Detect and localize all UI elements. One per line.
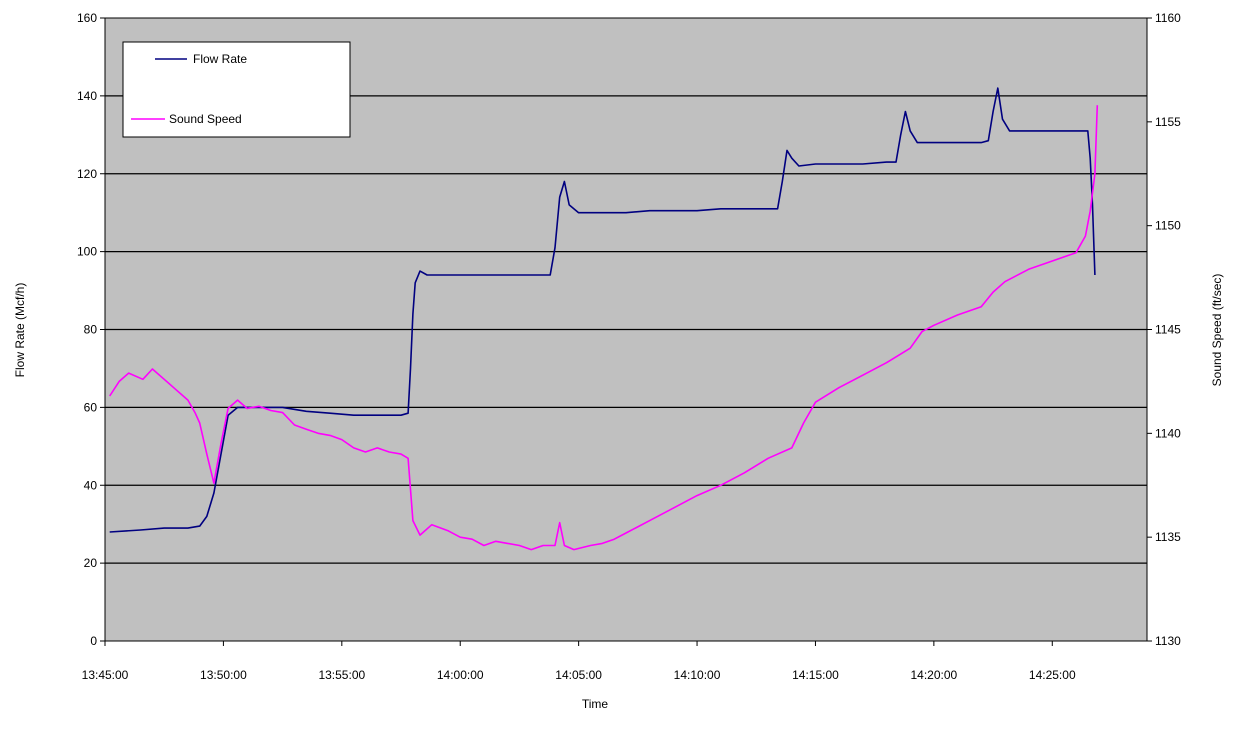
x-tick-label: 14:15:00: [792, 668, 839, 682]
left-tick-label: 140: [77, 89, 97, 103]
x-tick-label: 14:10:00: [674, 668, 721, 682]
x-tick-label: 14:20:00: [911, 668, 958, 682]
x-tick-label: 14:00:00: [437, 668, 484, 682]
x-tick-label: 13:50:00: [200, 668, 247, 682]
left-tick-label: 120: [77, 167, 97, 181]
x-tick-label: 14:25:00: [1029, 668, 1076, 682]
right-tick-label: 1150: [1155, 219, 1181, 233]
legend-label-sound-speed: Sound Speed: [169, 112, 242, 126]
gridlines: [105, 95, 1147, 564]
left-tick-label: 60: [84, 400, 98, 414]
x-tick-label: 13:45:00: [82, 668, 129, 682]
right-tick-label: 1135: [1155, 530, 1181, 544]
left-tick-label: 100: [77, 245, 97, 259]
left-tick-label: 40: [84, 478, 98, 492]
series-layer: [109, 87, 1099, 551]
left-axis-title: Flow Rate (Mcf/h): [13, 283, 27, 378]
legend: Flow Rate Sound Speed: [122, 41, 351, 138]
right-tick-label: 1155: [1155, 115, 1181, 129]
x-axis-title: Time: [582, 697, 609, 711]
right-axis: 1130 1135 1140 1145 1150 1155 1160: [1147, 11, 1181, 648]
left-axis: 0 20 40 60 80 100 120 140 160: [77, 11, 105, 648]
x-axis: 13:45:00 13:50:00 13:55:00 14:00:00 14:05:00…: [82, 641, 1076, 682]
series-line-flow-rate: [109, 87, 1096, 533]
left-tick-label: 0: [90, 634, 97, 648]
right-tick-label: 1160: [1155, 11, 1181, 25]
left-tick-label: 160: [77, 11, 97, 25]
right-tick-label: 1145: [1155, 323, 1181, 337]
right-axis-title: Sound Speed (ft/sec): [1210, 274, 1224, 387]
legend-box: [122, 41, 351, 138]
series-line-sound-speed: [109, 105, 1099, 551]
x-tick-label: 14:05:00: [555, 668, 602, 682]
legend-label-flow-rate: Flow Rate: [193, 52, 247, 66]
left-tick-label: 80: [84, 323, 98, 337]
right-tick-label: 1130: [1155, 634, 1181, 648]
x-tick-label: 13:55:00: [318, 668, 365, 682]
left-tick-label: 20: [84, 556, 98, 570]
right-tick-label: 1140: [1155, 426, 1181, 440]
